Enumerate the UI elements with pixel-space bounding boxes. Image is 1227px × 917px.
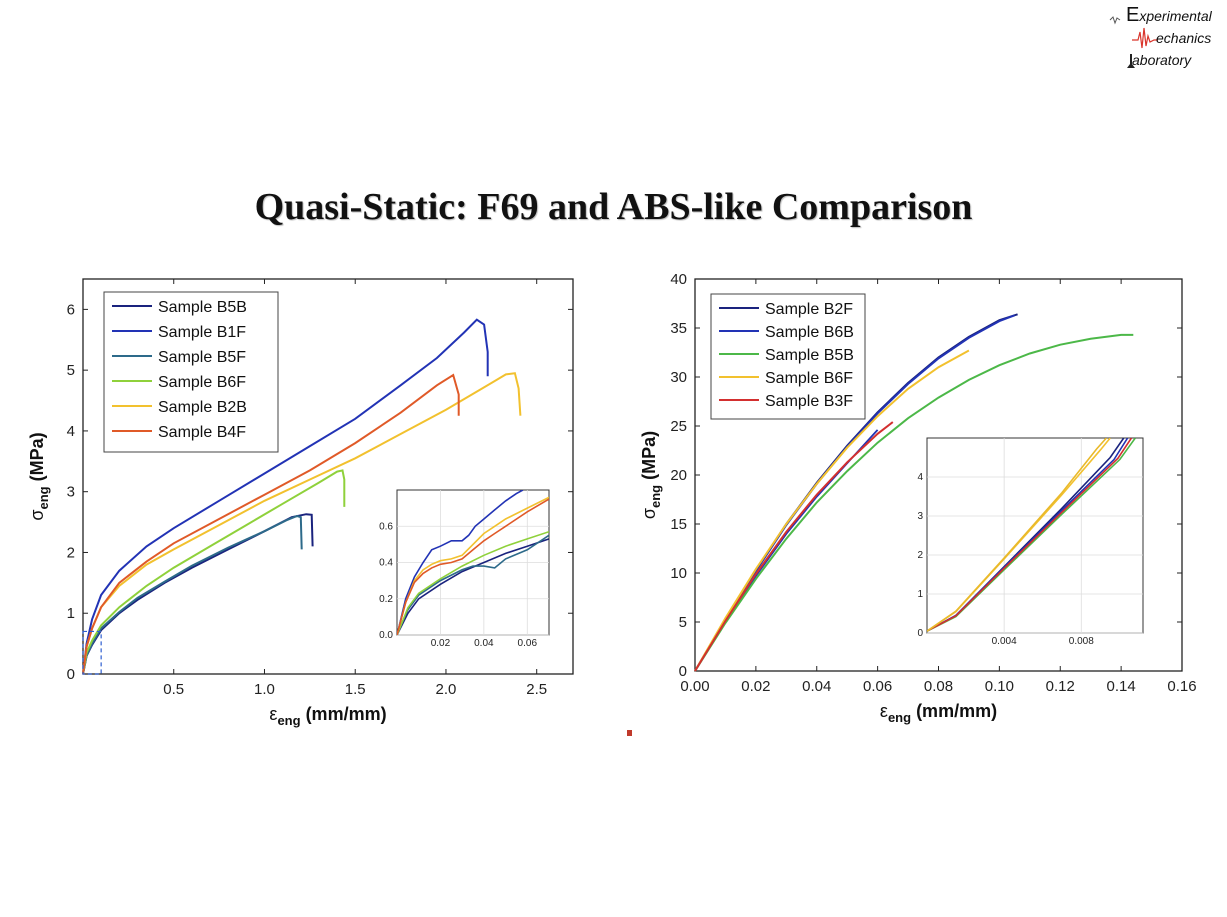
legend-box [710, 293, 866, 420]
inset-series-group [927, 438, 1136, 632]
inset-x-tick-label: 0.004 [992, 636, 1017, 647]
y-tick-label: 3 [67, 484, 75, 501]
x-tick-label: 0.06 [863, 678, 892, 695]
x-tick-label: 0.08 [924, 678, 953, 695]
chart-abs-like: 0.00 0.02 0.04 0.06 0.08 0.10 0.12 0.14 0.160510… [639, 271, 1197, 725]
inset-series-line [397, 534, 549, 635]
inset-y-tick-label: 2 [917, 550, 923, 561]
legend-box [103, 291, 279, 453]
x-tick-label: 0.14 [1107, 678, 1136, 695]
y-axis-label: σeng (MPa) [27, 432, 51, 520]
y-tick-label: 40 [670, 271, 687, 288]
series-line-sample-b5f [82, 514, 303, 675]
inset-y-tick-label: 1 [917, 589, 923, 600]
series-line-sample-b6f [694, 349, 970, 672]
logo-letter-e: E [1126, 4, 1140, 26]
y-tick-label: 20 [670, 467, 687, 484]
x-tick-label: 0.5 [163, 681, 184, 698]
y-tick-label: 25 [670, 418, 687, 435]
y-tick-label: 35 [670, 320, 687, 337]
series-line-sample-b1f [82, 318, 489, 675]
inset-y-tick-label: 3 [917, 511, 923, 522]
logo-word-1: xperimental [1139, 8, 1212, 24]
x-tick-label: 0.02 [741, 678, 770, 695]
legend-label: Sample B4F [158, 424, 246, 441]
y-tick-label: 0 [67, 666, 75, 683]
inset-x-tick-label: 0.02 [431, 638, 451, 649]
legend-label: Sample B2B [158, 399, 247, 416]
inset-x-tick-label: 0.06 [518, 638, 538, 649]
inset-series-line [927, 438, 1133, 632]
x-tick-label: 0.16 [1167, 678, 1196, 695]
inset-series-line [397, 530, 549, 635]
inset-series-line [927, 438, 1107, 632]
x-tick-label: 1.0 [254, 681, 275, 698]
x-tick-label: 0.04 [802, 678, 831, 695]
y-tick-label: 15 [670, 516, 687, 533]
series-line-sample-b6f [82, 469, 346, 675]
y-tick-label: 5 [67, 362, 75, 379]
y-tick-label: 2 [67, 544, 75, 561]
inset-series-line [397, 498, 549, 635]
legend-label: Sample B5B [158, 299, 247, 316]
inset-y-tick-label: 0.6 [379, 521, 393, 532]
slide-title: Quasi-Static: F69 and ABS-like Compariso… [254, 186, 973, 228]
x-tick-label: 0.10 [985, 678, 1014, 695]
inset-series-line [397, 538, 549, 635]
series-line-sample-b3f [694, 421, 894, 672]
series-line-sample-b6b [694, 314, 1015, 672]
legend-label: Sample B6F [765, 370, 853, 387]
logo-signal-icon [1109, 16, 1158, 68]
y-tick-label: 6 [67, 301, 75, 318]
y-tick-label: 0 [679, 663, 687, 680]
y-tick-label: 1 [67, 605, 75, 622]
inset-series-line [397, 496, 549, 635]
inset-x-tick-label: 0.04 [474, 638, 494, 649]
series-line-sample-b4f [82, 373, 460, 675]
legend-label: Sample B1F [158, 324, 246, 341]
inset-y-tick-label: 0.0 [379, 630, 393, 641]
legend-label: Sample B5F [158, 349, 246, 366]
x-tick-label: 2.5 [526, 681, 547, 698]
y-tick-label: 30 [670, 369, 687, 386]
chart-f69: 0.5 1.0 1.5 2.0 2.5 0 1 2 3 4 5 6 εeng (mm/mm) σeng (… [27, 278, 574, 728]
legend-label: Sample B3F [765, 393, 853, 410]
inset-y-tick-label: 0.2 [379, 594, 393, 605]
inset-y-tick-label: 0 [917, 628, 923, 639]
legend-label: Sample B6B [765, 324, 854, 341]
legend-label: Sample B6F [158, 374, 246, 391]
x-axis-label: εeng (mm/mm) [880, 701, 997, 725]
x-tick-label: 0.12 [1046, 678, 1075, 695]
y-tick-label: 4 [67, 423, 75, 440]
x-tick-label: 0.00 [680, 678, 709, 695]
inset-y-tick-label: 0.4 [379, 558, 393, 569]
inset-y-tick-label: 4 [917, 472, 923, 483]
logo-word-2: echanics [1156, 30, 1212, 46]
legend-label: Sample B5B [765, 347, 854, 364]
x-tick-label: 2.0 [436, 681, 457, 698]
inset-series-line [397, 490, 524, 635]
legend-label: Sample B2F [765, 301, 853, 318]
zoom-region-box [82, 630, 102, 675]
stray-red-mark [627, 730, 632, 736]
logo-word-3: aboratory [1132, 52, 1192, 68]
y-tick-label: 10 [670, 565, 687, 582]
inset-series-group [397, 490, 549, 635]
lab-logo: Experimental Mechanics Laboratory [1108, 2, 1226, 74]
y-tick-label: 5 [679, 614, 687, 631]
x-tick-label: 1.5 [345, 681, 366, 698]
x-axis-label: εeng (mm/mm) [269, 704, 386, 728]
inset-x-tick-label: 0.008 [1069, 636, 1094, 647]
series-line-sample-b5b [694, 333, 1134, 672]
y-axis-label: σeng (MPa) [639, 431, 663, 519]
